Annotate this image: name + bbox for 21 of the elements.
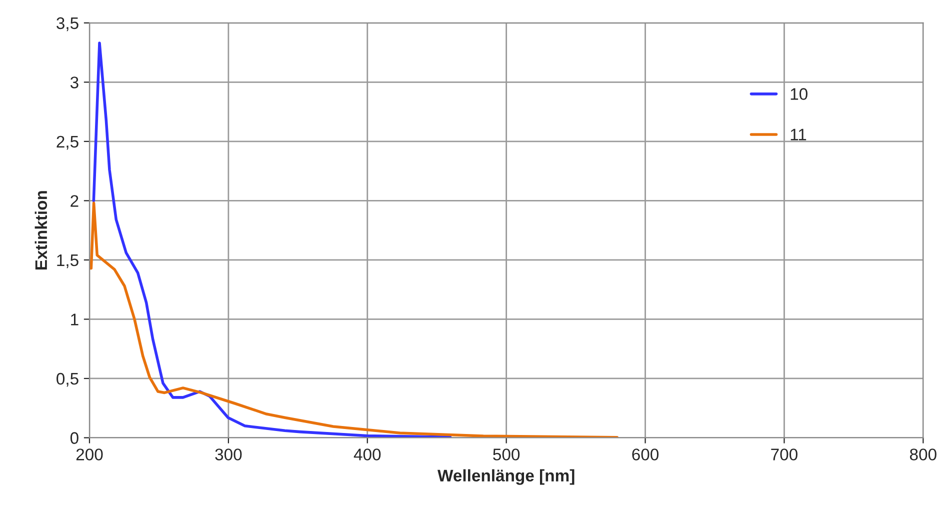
legend-label: 11 (790, 128, 806, 140)
y-axis-title: Extinktion (34, 191, 48, 270)
x-tick-label: 500 (493, 448, 520, 460)
x-tick-label: 600 (632, 448, 659, 460)
y-tick-label: 3 (70, 76, 78, 88)
y-tick-label: 0,5 (56, 372, 78, 387)
x-tick-label: 400 (354, 448, 381, 460)
y-tick-label: 2,5 (56, 136, 78, 150)
y-tick-label: 2 (70, 195, 78, 207)
x-tick-label: 700 (771, 448, 798, 460)
y-tick-label: 1,5 (57, 254, 78, 268)
y-tick-label: 3,5 (56, 17, 78, 32)
line-series (92, 42, 452, 438)
x-axis-title: Wellenlänge [nm] (438, 469, 574, 485)
x-tick-label: 200 (76, 448, 103, 460)
line-series (89, 202, 618, 438)
y-tick-label: 1 (71, 314, 78, 326)
legend-label: 10 (790, 88, 808, 100)
x-tick-label: 800 (910, 448, 936, 460)
x-tick-label: 300 (215, 448, 242, 460)
y-tick-label: 0 (70, 432, 78, 444)
